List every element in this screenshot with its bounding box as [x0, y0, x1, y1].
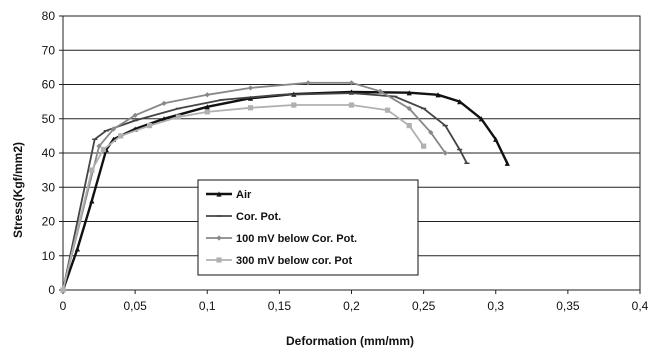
- series-marker: [204, 104, 210, 110]
- series-marker: [216, 257, 222, 263]
- series-marker: [457, 99, 463, 105]
- legend-label: Cor. Pot.: [236, 211, 281, 223]
- series-marker: [504, 160, 510, 166]
- x-tick-label: 0,1: [199, 299, 216, 313]
- x-tick-label: 0,25: [412, 299, 436, 313]
- legend-label: Air: [236, 189, 252, 201]
- legend-label: 300 mV below cor. Pot: [236, 255, 352, 267]
- series-marker: [428, 129, 434, 136]
- x-tick-label: 0,3: [487, 299, 504, 313]
- series-marker: [96, 143, 102, 149]
- x-tick-label: 0: [60, 299, 67, 313]
- y-tick-label: 20: [42, 215, 56, 229]
- y-tick-label: 60: [42, 78, 56, 92]
- series-marker: [100, 146, 106, 153]
- series-marker: [175, 114, 181, 120]
- legend-label: 100 mV below Cor. Pot.: [236, 233, 357, 245]
- series-marker: [89, 167, 95, 173]
- series-marker: [406, 105, 412, 112]
- series-marker: [118, 133, 124, 139]
- series-marker: [377, 88, 383, 94]
- series-marker: [60, 287, 66, 293]
- series-lines: [60, 80, 510, 293]
- y-axis-ticks: 0 10 20 30 40 50 60 70 80: [42, 9, 63, 297]
- y-tick-label: 0: [48, 283, 55, 297]
- x-tick-label: 0,4: [632, 299, 649, 313]
- series-marker: [348, 102, 355, 108]
- y-tick-label: 10: [42, 249, 56, 263]
- legend-box: [197, 179, 419, 276]
- axes: [62, 15, 641, 291]
- series-marker: [305, 80, 311, 86]
- series-marker: [146, 123, 153, 129]
- x-axis-label: Deformation (mm/mm): [286, 334, 414, 348]
- series-marker: [89, 198, 95, 204]
- series-marker: [247, 85, 254, 91]
- series-marker: [247, 105, 254, 111]
- legend: Air Cor. Pot. 100 mV below Cor. Pot. 300 mV…: [197, 179, 419, 276]
- legend-item: Air: [206, 189, 252, 201]
- x-tick-label: 0,05: [123, 299, 147, 313]
- series-marker: [291, 102, 297, 108]
- series-marker: [204, 92, 210, 98]
- y-tick-label: 70: [42, 43, 56, 57]
- series-marker: [435, 92, 441, 98]
- y-axis-label: Stress(Kgf/mm2): [11, 142, 25, 238]
- series-marker: [216, 235, 222, 241]
- series-marker: [406, 123, 412, 129]
- x-axis-ticks: 0 0,05 0,1 0,15 0,2 0,25 0,3 0,35 0,4: [60, 290, 649, 313]
- series-marker: [442, 150, 448, 156]
- plot-frame: [62, 15, 641, 291]
- series-marker: [132, 112, 138, 118]
- series-marker: [406, 90, 412, 96]
- x-tick-label: 0,15: [268, 299, 292, 313]
- series-marker: [110, 126, 117, 132]
- series-marker: [493, 136, 499, 142]
- legend-item: 300 mV below cor. Pot: [206, 255, 352, 267]
- series-marker: [74, 246, 81, 252]
- x-tick-label: 0,2: [343, 299, 360, 313]
- series-marker: [161, 100, 167, 106]
- y-tick-label: 50: [42, 112, 56, 126]
- series-marker: [478, 116, 484, 122]
- y-tick-label: 80: [42, 9, 56, 23]
- series-marker: [216, 191, 222, 197]
- y-tick-label: 40: [42, 146, 56, 160]
- y-tick-label: 30: [42, 180, 56, 194]
- series-marker: [421, 143, 427, 149]
- series-4: [60, 102, 427, 293]
- series-marker: [348, 80, 355, 86]
- series-marker: [204, 109, 210, 115]
- x-tick-label: 0,35: [556, 299, 580, 313]
- legend-item: 100 mV below Cor. Pot.: [206, 233, 357, 245]
- legend-item: Cor. Pot.: [206, 211, 281, 223]
- series-marker: [384, 107, 391, 113]
